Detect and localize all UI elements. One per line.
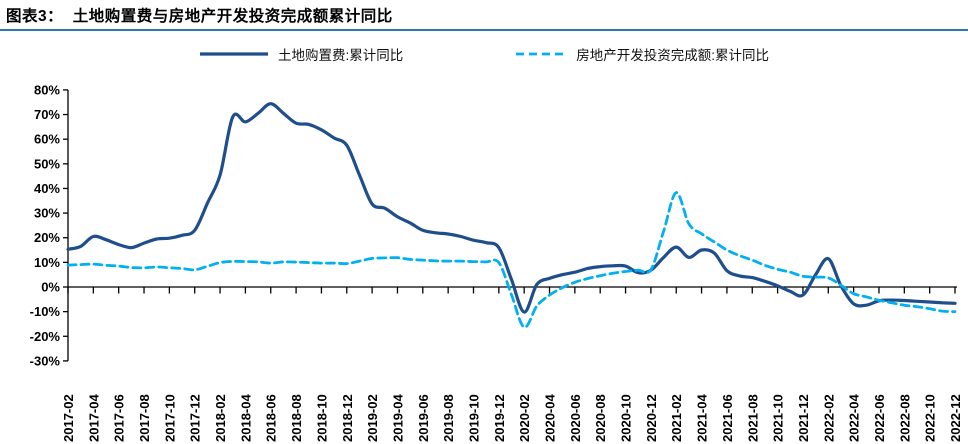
legend-item-land-purchase-fee: 土地购置费:累计同比 (199, 44, 403, 64)
x-tick-label: 2018-04 (238, 394, 253, 442)
x-tick-label: 2017-10 (162, 394, 177, 442)
x-tick-label: 2022-06 (872, 394, 887, 442)
y-tick-label: -10% (30, 304, 61, 319)
y-tick-label: -20% (30, 329, 61, 344)
y-tick-label: 0% (41, 280, 60, 295)
x-tick-label: 2017-06 (112, 394, 127, 442)
x-tick-label: 2020-10 (619, 394, 634, 442)
x-tick-label: 2021-08 (745, 394, 760, 442)
y-tick-label: 80% (34, 82, 60, 97)
axes: 80% 70% 60% 50% 40% 30% 20% 10% 0% -10% -20% -30% 20… (30, 82, 963, 442)
y-tick-label: 10% (34, 255, 60, 270)
x-tick-label: 2018-10 (314, 394, 329, 442)
x-tick-label: 2021-06 (720, 394, 735, 442)
legend-label-land-purchase-fee: 土地购置费:累计同比 (277, 48, 404, 63)
y-tick-label: 40% (34, 181, 60, 196)
x-tick-label: 2020-12 (644, 394, 659, 442)
x-tick-label: 2022-12 (948, 394, 963, 442)
real-estate-investment-line (66, 191, 957, 329)
x-tick-label: 2018-06 (264, 394, 279, 442)
figure-title: 图表3： 土地购置费与房地产开发投资完成额累计同比 (6, 8, 393, 25)
x-tick-label: 2022-04 (847, 394, 862, 442)
legend-dashed-line-swatch (516, 52, 567, 56)
x-tick-label: 2019-02 (365, 394, 380, 442)
x-tick-label: 2017-02 (61, 394, 76, 442)
x-tick-label: 2017-08 (137, 394, 152, 442)
x-tick-label: 2021-02 (669, 394, 684, 442)
x-tick-label: 2020-04 (543, 394, 558, 442)
x-tick-label: 2020-06 (568, 394, 583, 442)
x-tick-label: 2018-02 (213, 394, 228, 442)
y-tick-label: 70% (34, 107, 60, 122)
legend-solid-line-swatch (199, 52, 268, 56)
x-tick-label: 2020-08 (593, 394, 608, 442)
x-tick-label: 2020-02 (517, 394, 532, 442)
y-tick-label: 20% (34, 230, 60, 245)
x-tick-label: 2019-08 (441, 394, 456, 442)
x-tick-label: 2019-12 (492, 394, 507, 442)
x-tick-label: 2021-04 (695, 394, 710, 442)
land-purchase-fee-line (66, 102, 957, 314)
x-tick-label: 2019-04 (390, 394, 405, 442)
y-tick-label: 50% (34, 156, 60, 171)
legend-label-real-estate-investment: 房地产开发投资完成额:累计同比 (576, 48, 770, 63)
x-tick-label: 2022-02 (821, 394, 836, 442)
legend-item-real-estate-investment: 房地产开发投资完成额:累计同比 (515, 44, 769, 64)
x-tick-label: 2017-04 (86, 394, 101, 442)
x-tick-label: 2018-08 (289, 394, 304, 442)
x-tick-label: 2018-12 (340, 394, 355, 442)
x-tick-label: 2019-06 (416, 394, 431, 442)
y-tick-label: 30% (34, 206, 60, 221)
x-tick-label: 2017-12 (188, 394, 203, 442)
x-tick-label: 2021-12 (796, 394, 811, 442)
x-tick-label: 2022-08 (897, 394, 912, 442)
x-tick-label: 2021-10 (771, 394, 786, 442)
y-tick-label: -30% (30, 353, 61, 368)
x-tick-label: 2019-10 (466, 394, 481, 442)
chart-legend: 土地购置费:累计同比 房地产开发投资完成额:累计同比 (0, 44, 968, 64)
x-tick-label: 2022-10 (923, 394, 938, 442)
title-divider (0, 29, 968, 31)
y-tick-label: 60% (34, 132, 60, 147)
